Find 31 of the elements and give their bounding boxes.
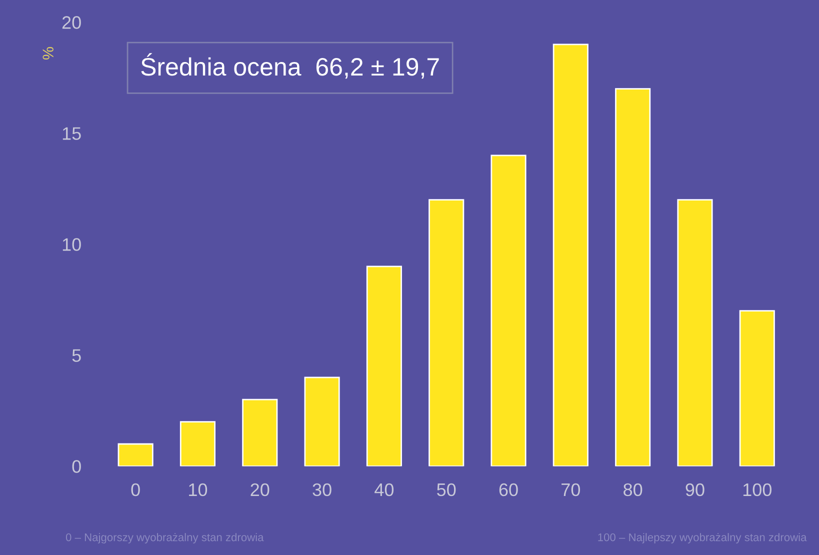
y-tick-label: 10: [62, 238, 81, 251]
x-tick-label: 60: [499, 483, 518, 496]
bar: [180, 421, 216, 466]
annotation: Średnia ocena 66,2 ± 19,7: [141, 53, 439, 79]
y-axis-title: %: [42, 47, 54, 60]
text: 100 – Najlepszy wyobrażalny stan zdrowia: [598, 533, 807, 544]
y-tick-label: 5: [72, 349, 81, 362]
x-tick-label: 90: [686, 483, 704, 496]
y-tick-label: 0: [72, 460, 81, 473]
bar: [490, 154, 526, 466]
x-tick-label: 70: [562, 483, 580, 496]
bar: [366, 266, 402, 466]
x-tick-label: 100: [743, 483, 772, 496]
x-tick-label: 20: [250, 483, 270, 496]
bar: [304, 376, 340, 466]
x-tick-label: 10: [189, 483, 208, 496]
bar: [428, 199, 464, 466]
bar: [615, 88, 651, 466]
y-tick-label: 15: [62, 127, 81, 140]
x-tick-label: 50: [437, 483, 456, 496]
bar: [552, 44, 588, 466]
text: 0 – Najgorszy wyobrażalny stan zdrowia: [66, 533, 264, 544]
x-tick-label: 30: [312, 483, 332, 496]
y-tick-label: 20: [62, 16, 81, 29]
x-tick-label: 80: [624, 483, 642, 496]
x-tick-label: 0: [131, 483, 140, 496]
bar: [242, 398, 278, 466]
bar: [739, 310, 775, 466]
x-tick-label: 40: [374, 483, 394, 496]
bar: [677, 199, 713, 466]
bar: [118, 443, 154, 466]
